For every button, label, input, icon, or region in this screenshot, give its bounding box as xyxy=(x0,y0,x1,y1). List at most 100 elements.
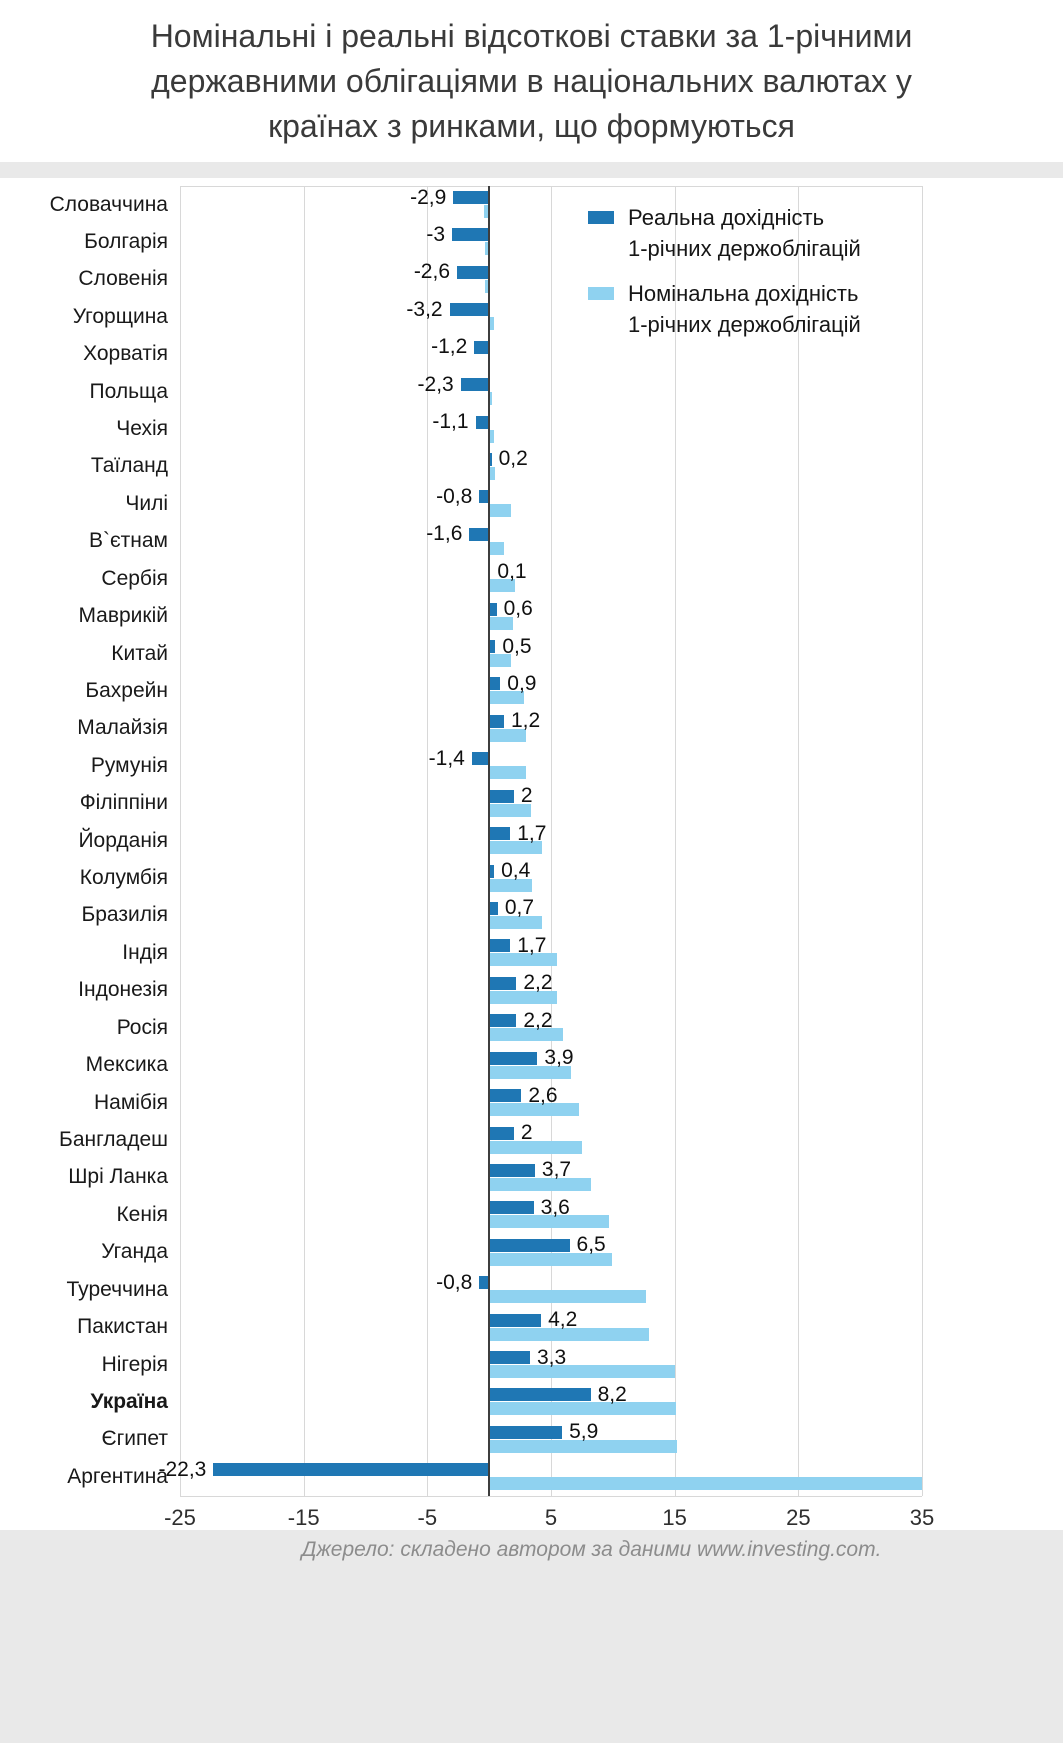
legend-item-nominal: Номінальна дохідність 1-річних держобліг… xyxy=(588,278,861,340)
bar-real xyxy=(489,1201,534,1215)
value-label: 3,6 xyxy=(540,1195,570,1219)
bar-nominal xyxy=(489,466,496,480)
bar-real xyxy=(475,415,490,429)
plot-bottom-border xyxy=(180,1495,922,1497)
value-label: 3,3 xyxy=(536,1345,567,1369)
bar-real xyxy=(489,1051,538,1065)
value-label: 1,2 xyxy=(511,709,541,733)
value-label: 2,2 xyxy=(523,971,553,995)
country-label: Кенія xyxy=(116,1202,168,1226)
value-label: -0,8 xyxy=(436,484,473,508)
bar-real xyxy=(489,1238,570,1252)
country-label: Таїланд xyxy=(90,454,168,478)
x-tick-label: -15 xyxy=(287,1504,320,1530)
country-label: Уганда xyxy=(101,1240,168,1264)
legend-label-nominal-line2: 1-річних держоблігацій xyxy=(628,312,861,337)
plot-area: -25 -15 -5 5 15 25 35 Словаччина -2,9 Болгарія -3 С… xyxy=(0,178,1063,1530)
legend-label-nominal: Номінальна дохідність 1-річних держобліг… xyxy=(628,278,861,340)
gridline xyxy=(303,186,305,1496)
bar-nominal xyxy=(489,1402,676,1416)
bar-real xyxy=(489,677,501,691)
country-label: Росія xyxy=(116,1015,168,1039)
title-line-1: Номінальні і реальні відсоткові ставки з… xyxy=(150,18,913,54)
country-label: Маврикій xyxy=(78,604,168,628)
country-label: Єгипет xyxy=(101,1427,168,1451)
value-label: 0,5 xyxy=(502,634,532,658)
bar-real xyxy=(489,1089,522,1103)
legend-label-nominal-line1: Номінальна дохідність xyxy=(628,281,859,306)
country-label: Бахрейн xyxy=(85,678,168,702)
value-label: -1,2 xyxy=(431,335,468,359)
bar-real xyxy=(469,527,490,541)
value-label: 1,7 xyxy=(517,933,547,957)
country-label: Намібія xyxy=(93,1090,168,1114)
bar-nominal xyxy=(489,616,513,630)
value-label: 4,2 xyxy=(548,1308,578,1332)
bar-nominal xyxy=(489,878,533,892)
value-label: -1,6 xyxy=(426,522,463,546)
country-label: Туреччина xyxy=(66,1277,168,1301)
value-label: 2,6 xyxy=(528,1083,558,1107)
country-label: Чилі xyxy=(125,491,168,515)
bar-nominal xyxy=(489,728,527,742)
x-tick-label: 25 xyxy=(786,1504,811,1530)
legend-label-real: Реальна дохідність 1-річних держоблігаці… xyxy=(628,202,861,264)
x-tick-label: -25 xyxy=(164,1504,196,1530)
bar-real xyxy=(479,1276,490,1290)
country-label: Словенія xyxy=(78,267,168,291)
value-label: 0,6 xyxy=(503,597,533,621)
bar-nominal xyxy=(489,1252,612,1266)
plot-top-border xyxy=(180,186,922,187)
bar-nominal xyxy=(489,990,558,1004)
country-label: Бангладеш xyxy=(59,1128,168,1151)
country-label: Філіппіни xyxy=(79,791,168,815)
country-label: Малайзія xyxy=(77,716,168,740)
value-label: 3,7 xyxy=(541,1158,572,1182)
bar-real xyxy=(489,939,511,953)
zero-axis xyxy=(488,186,491,1496)
country-label: Китай xyxy=(111,641,168,665)
legend-swatch-real-icon xyxy=(588,211,614,224)
x-tick-label: 15 xyxy=(662,1504,687,1530)
country-label: Мексика xyxy=(85,1053,168,1077)
bar-nominal xyxy=(489,1290,647,1304)
gridline xyxy=(674,186,676,1496)
bar-real xyxy=(489,1388,591,1402)
country-label: Польща xyxy=(89,379,168,403)
bar-real xyxy=(449,303,490,317)
bar-real xyxy=(457,265,490,279)
gridline xyxy=(427,186,429,1496)
value-label: 0,1 xyxy=(497,559,527,583)
value-label: 2,2 xyxy=(523,1008,553,1032)
bar-nominal xyxy=(489,803,532,817)
bar-real xyxy=(474,340,490,354)
bar-nominal xyxy=(489,1140,582,1154)
bar-real xyxy=(489,1126,514,1140)
bar-real xyxy=(460,378,490,392)
legend: Реальна дохідність 1-річних держоблігаці… xyxy=(588,202,861,354)
bar-real xyxy=(489,976,517,990)
bar-real xyxy=(489,1014,517,1028)
gridline xyxy=(922,186,923,1496)
bar-nominal xyxy=(489,317,495,331)
gridline xyxy=(180,186,181,1496)
country-label: Нігерія xyxy=(101,1352,168,1376)
country-label: Хорватія xyxy=(83,342,168,366)
source-note: Джерело: складено автором за даними www.… xyxy=(301,1538,882,1561)
bar-nominal xyxy=(489,953,558,967)
bar-nominal xyxy=(484,205,490,218)
bar-nominal xyxy=(489,1477,922,1491)
value-label: -2,6 xyxy=(413,260,450,284)
value-label: -22,3 xyxy=(158,1457,207,1481)
bar-nominal xyxy=(489,691,524,705)
country-label: Індонезія xyxy=(78,978,168,1002)
value-label: 0,7 xyxy=(504,896,535,920)
value-label: 8,2 xyxy=(597,1382,627,1406)
bar-real xyxy=(489,864,495,878)
bar-nominal xyxy=(489,1327,649,1341)
gridline xyxy=(798,186,800,1496)
bar-real xyxy=(489,1351,530,1365)
bar-real xyxy=(479,490,490,504)
value-label: 3,9 xyxy=(544,1046,574,1070)
